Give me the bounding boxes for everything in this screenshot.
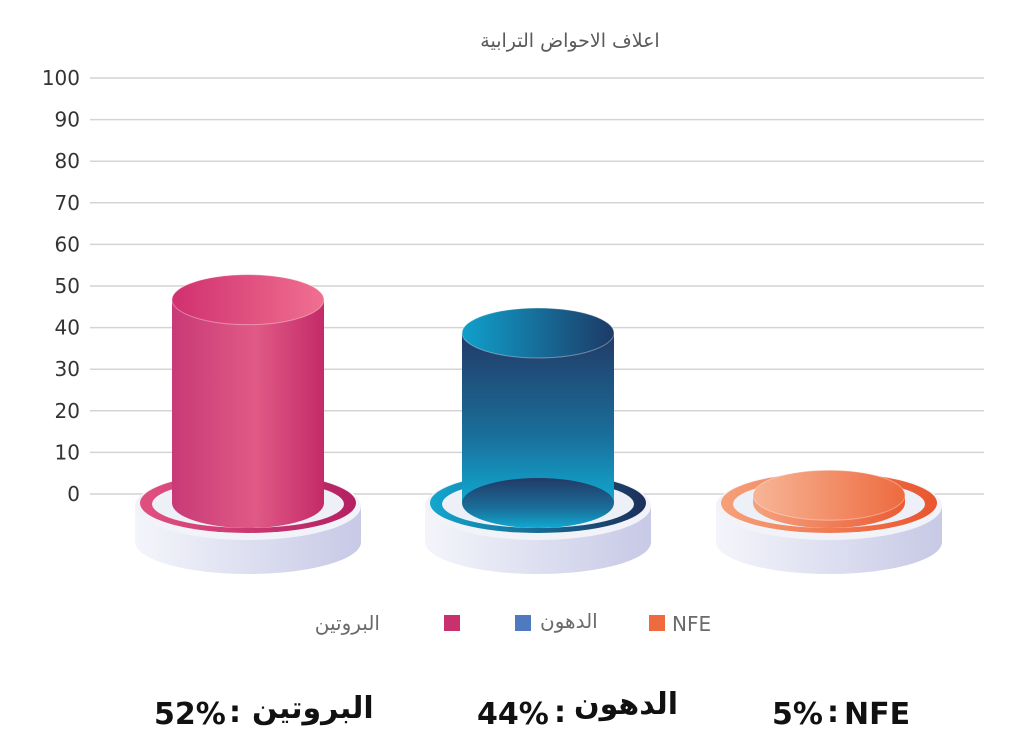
- legend-swatch-protein: [444, 615, 460, 631]
- y-tick-label-80: 80: [55, 149, 80, 173]
- y-tick-label-0: 0: [67, 482, 80, 506]
- chart-title: اعلاف الاحواض الترابية: [480, 30, 659, 52]
- caption-nfe-label: NFE: [844, 697, 910, 732]
- y-tick-label-40: 40: [55, 316, 80, 340]
- bars: [135, 274, 942, 574]
- y-axis: 0 10 20 30 40 50 60 70 80 90 100: [42, 66, 80, 506]
- caption-protein: 52% : البروتين: [154, 691, 374, 732]
- y-tick-label-30: 30: [55, 357, 80, 381]
- legend-swatch-nfe: [649, 615, 665, 631]
- caption-protein-label: البروتين: [252, 691, 374, 726]
- bar-2: [716, 469, 942, 574]
- y-tick-label-50: 50: [55, 274, 80, 298]
- bar-1: [425, 307, 651, 574]
- bar-0: [135, 274, 361, 574]
- legend-label-fats: الدهون: [540, 609, 598, 633]
- caption-nfe-value: 5%: [772, 697, 823, 732]
- caption-fats: 44% : الدهون: [477, 687, 678, 732]
- legend-label-nfe: NFE: [672, 612, 711, 636]
- bar-1-body: [462, 332, 614, 503]
- bar-0-bottom: [172, 478, 324, 528]
- bar-1-top: [461, 307, 615, 359]
- y-tick-label-60: 60: [55, 232, 80, 256]
- y-tick-label-10: 10: [55, 440, 80, 464]
- legend-swatch-fats: [515, 615, 531, 631]
- legend-label-protein: البروتين: [315, 611, 380, 635]
- y-tick-label-70: 70: [55, 191, 80, 215]
- bar-1-bottom: [462, 478, 614, 528]
- caption-fats-colon: :: [554, 695, 566, 730]
- caption-fats-value: 44%: [477, 697, 549, 732]
- caption-protein-colon: :: [229, 695, 241, 730]
- y-tick-label-20: 20: [55, 399, 80, 423]
- legend-item-nfe: NFE: [649, 612, 711, 636]
- caption-nfe-colon: :: [827, 695, 839, 730]
- y-tick-label-90: 90: [55, 108, 80, 132]
- y-tick-label-100: 100: [42, 66, 80, 90]
- legend-item-protein: البروتين: [315, 611, 460, 635]
- bar-0-top: [171, 274, 325, 326]
- caption-protein-value: 52%: [154, 697, 226, 732]
- bar-0-body: [172, 299, 324, 503]
- value-captions: 52% : البروتين 44% : الدهون 5% : NFE: [154, 687, 910, 732]
- bar-2-top: [752, 469, 906, 521]
- legend-item-fats: الدهون: [515, 609, 598, 633]
- caption-nfe: 5% : NFE: [772, 695, 910, 732]
- legend: البروتين الدهون NFE: [315, 609, 711, 636]
- caption-fats-label: الدهون: [574, 687, 678, 722]
